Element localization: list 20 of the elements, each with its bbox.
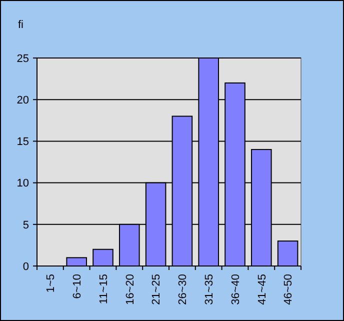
x-tick-label: 31~35 [203, 274, 216, 305]
y-tick-label: 0 [22, 260, 29, 273]
y-tick-label: 15 [16, 136, 29, 148]
y-tick-label: 20 [16, 94, 29, 106]
bar [277, 240, 298, 266]
x-tick-label: 16~20 [124, 274, 136, 305]
y-tick-label: 25 [16, 52, 29, 65]
x-tick-label: 36~40 [230, 274, 242, 305]
y-tick-label: 5 [22, 219, 29, 232]
bar [92, 248, 114, 266]
x-tick-label: 6~10 [71, 274, 84, 299]
x-tick-label: 21~25 [150, 274, 163, 305]
bar [66, 257, 87, 266]
x-tick-label: 26~30 [177, 274, 190, 305]
x-tick-label: 1~5 [45, 274, 58, 293]
y-tick-label: 10 [16, 178, 29, 190]
x-tick-label: 11~15 [98, 274, 110, 304]
x-tick-label: 41~45 [256, 274, 268, 305]
y-axis-title: fi [18, 19, 24, 31]
x-tick-label: 46~50 [282, 274, 295, 305]
